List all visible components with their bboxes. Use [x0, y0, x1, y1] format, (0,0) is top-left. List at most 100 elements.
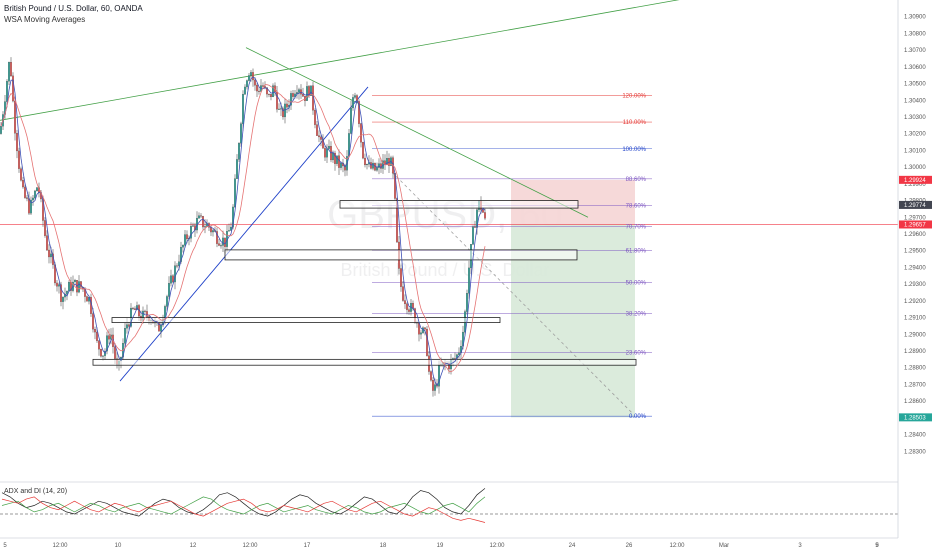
price-tick: 1.29200	[904, 299, 926, 305]
green-trendline[interactable]	[0, 0, 682, 121]
price-tick: 1.30700	[904, 48, 926, 54]
candle-body	[108, 335, 110, 340]
price-axis-bg	[898, 0, 932, 550]
fib-label: 120.00%	[622, 93, 646, 99]
support-resistance-zone[interactable]	[92, 358, 637, 366]
price-tick: 1.28600	[904, 399, 926, 405]
candle-body	[238, 142, 240, 160]
candle-body	[458, 352, 460, 355]
price-axis[interactable]: 1.30900 1.30800 1.30700 1.30600 1.30500 1.304…	[897, 0, 932, 550]
fib-label: 110.00%	[623, 120, 647, 126]
price-tick: 1.28800	[904, 366, 926, 372]
candle-body	[50, 253, 52, 258]
support-resistance-zone[interactable]	[339, 200, 579, 209]
candle-body	[286, 103, 288, 108]
candle-body	[278, 108, 280, 110]
fib-label: 100.00%	[622, 147, 646, 153]
candle-body	[352, 97, 354, 109]
candle-body	[302, 94, 304, 97]
candle-body	[176, 265, 178, 267]
candle-body	[280, 108, 282, 110]
blue-trendline[interactable]	[119, 86, 369, 382]
time-axis[interactable]: 5 12:00 10 12 12:00 17 18 19 12:00 24 26 12:00 Mar 3 5…	[0, 537, 898, 549]
fib-label: 50.00%	[626, 280, 647, 286]
candle-body	[474, 226, 476, 228]
price-tick: 1.30200	[904, 132, 926, 138]
candle-body	[134, 308, 136, 310]
candle-body	[482, 209, 484, 213]
candle-body	[218, 243, 220, 246]
plus-di-line	[1, 496, 486, 515]
projection-line[interactable]	[391, 171, 633, 414]
candle-body	[216, 231, 218, 244]
candle-body	[310, 85, 312, 96]
candle-body	[186, 234, 188, 240]
candle-body	[318, 135, 320, 138]
candle-body	[92, 313, 94, 330]
candle-body	[12, 75, 14, 102]
candle-body	[336, 155, 338, 164]
candle-body	[314, 110, 316, 125]
candle-body	[266, 87, 268, 95]
candle-body	[96, 331, 98, 341]
candle-body	[246, 80, 248, 88]
fib-label: 61.80%	[626, 249, 647, 255]
price-tick: 1.29900	[904, 182, 926, 188]
candle-body	[44, 220, 46, 236]
indicator-label: WSA Moving Averages	[4, 15, 86, 24]
candle-body	[10, 61, 12, 77]
candle-body	[106, 335, 108, 352]
candle-body	[220, 245, 222, 247]
candle-body	[222, 237, 224, 246]
candle-body	[102, 355, 104, 357]
candle-body	[20, 168, 22, 181]
candle-body	[426, 328, 428, 356]
candle-body	[168, 283, 170, 297]
candle-body	[234, 178, 236, 208]
watermark-name: British Pound / U.S. Dollar	[340, 260, 549, 280]
moving-averages	[0, 76, 486, 387]
candle-body	[236, 159, 238, 179]
support-resistance-zone[interactable]	[111, 317, 501, 323]
candle-body	[408, 309, 410, 312]
time-tick: 17	[304, 543, 311, 549]
candle-body	[432, 380, 434, 391]
candle-body	[268, 93, 270, 95]
price-tag-label: 1.29924	[904, 178, 926, 184]
candle-body	[242, 94, 244, 124]
minus-di-line	[1, 496, 486, 523]
candle-body	[0, 126, 2, 134]
trendline-layer[interactable]	[0, 0, 682, 414]
candle-body	[332, 152, 334, 161]
candle-body	[22, 180, 24, 188]
candle-body	[298, 89, 300, 93]
candle-body	[328, 146, 330, 149]
candle-body	[406, 303, 408, 310]
candle-body	[320, 136, 322, 140]
candle-body	[430, 371, 432, 381]
time-tick: 24	[569, 543, 576, 549]
candle-body	[62, 296, 64, 302]
candle-body	[354, 95, 356, 98]
candle-body	[56, 282, 58, 287]
candle-body	[292, 93, 294, 97]
candle-body	[32, 197, 34, 201]
candle-body	[306, 86, 308, 101]
fib-label: 38.20%	[626, 311, 647, 317]
candle-body	[248, 75, 250, 81]
time-tick: 10	[115, 543, 122, 549]
price-tick: 1.29400	[904, 265, 926, 271]
candle-body	[402, 286, 404, 301]
candle-body	[146, 311, 148, 317]
time-tick: 12:00	[489, 543, 505, 549]
price-tick: 1.30800	[904, 31, 926, 37]
candle-body	[18, 150, 20, 169]
candle-body	[282, 108, 284, 118]
candle-body	[36, 187, 38, 192]
price-tag	[899, 175, 932, 184]
time-tick: 12:00	[669, 543, 685, 549]
price-tick: 1.29600	[904, 232, 926, 238]
green-downtrend-line[interactable]	[245, 47, 589, 218]
candle-body	[316, 124, 318, 136]
